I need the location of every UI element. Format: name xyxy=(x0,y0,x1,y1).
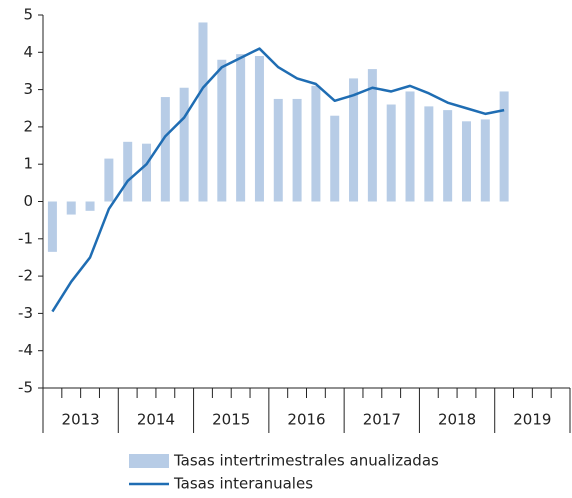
year-label: 2017 xyxy=(363,411,401,429)
bar xyxy=(405,91,415,202)
y-tick-label: 1 xyxy=(23,155,33,173)
bar xyxy=(311,85,321,202)
bar xyxy=(179,87,189,202)
legend-label: Tasas intertrimestrales anualizadas xyxy=(173,452,439,470)
y-tick-label: -5 xyxy=(18,379,33,397)
bar xyxy=(499,91,509,202)
bar xyxy=(236,54,246,202)
y-tick-label: 5 xyxy=(23,6,33,24)
year-label: 2018 xyxy=(438,411,476,429)
y-tick-label: -3 xyxy=(18,304,33,322)
year-label: 2014 xyxy=(137,411,175,429)
bar xyxy=(330,115,340,202)
y-tick-label: 3 xyxy=(23,80,33,98)
bar xyxy=(217,59,227,202)
bar xyxy=(424,106,434,202)
year-label: 2015 xyxy=(212,411,250,429)
legend-label: Tasas interanuales xyxy=(173,475,313,493)
bar xyxy=(198,22,208,202)
y-tick-label: 4 xyxy=(23,43,33,61)
year-label: 2019 xyxy=(513,411,551,429)
bar xyxy=(104,158,114,202)
bar xyxy=(254,56,264,202)
year-label: 2013 xyxy=(62,411,100,429)
bar xyxy=(292,98,302,202)
year-label: 2016 xyxy=(287,411,325,429)
bar xyxy=(123,141,133,202)
bar xyxy=(66,201,76,215)
bar xyxy=(85,201,95,211)
bar xyxy=(349,78,359,202)
y-tick-label: 2 xyxy=(23,117,33,135)
bar xyxy=(386,104,396,202)
y-tick-label: -4 xyxy=(18,341,33,359)
bar xyxy=(160,97,170,202)
line xyxy=(51,47,505,313)
bar xyxy=(47,201,57,252)
bar xyxy=(142,143,152,202)
y-tick-label: 0 xyxy=(23,192,33,210)
bar xyxy=(273,98,283,202)
bar xyxy=(480,119,490,202)
bar xyxy=(461,121,471,202)
bar xyxy=(367,69,377,202)
y-tick-label: -1 xyxy=(18,229,33,247)
bar xyxy=(443,110,453,202)
y-tick-label: -2 xyxy=(18,267,33,285)
legend-swatch xyxy=(129,454,169,468)
